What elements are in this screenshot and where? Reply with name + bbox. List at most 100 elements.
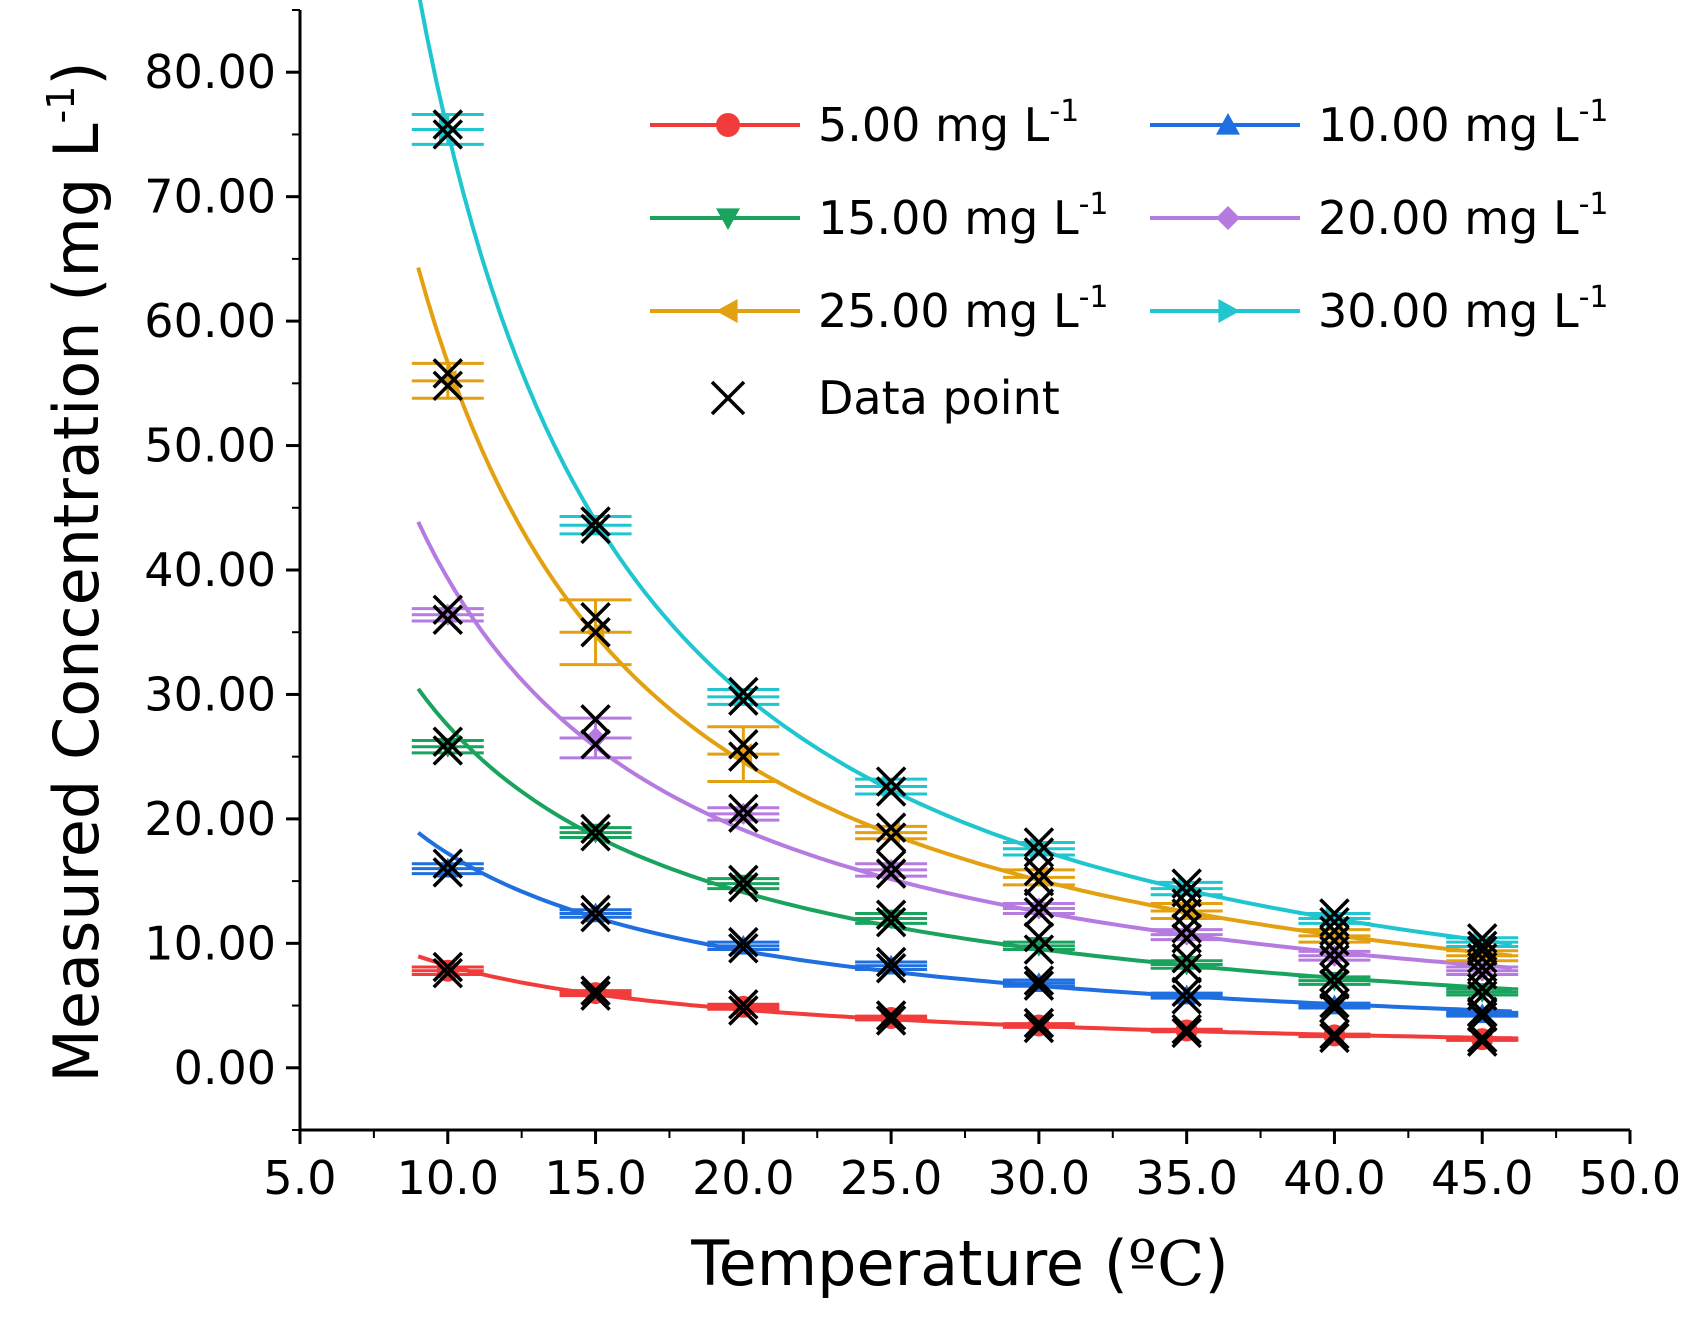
y-tick-label: 20.00 xyxy=(144,792,276,846)
data-point-cross xyxy=(1023,888,1055,919)
series-1-marker xyxy=(880,1007,903,1029)
legend-marker xyxy=(1216,113,1240,135)
data-point-cross xyxy=(875,849,907,881)
data-point-cross xyxy=(432,604,464,636)
data-point-cross xyxy=(728,802,759,833)
legend-item-series-6: 30.00 mg L-1 xyxy=(1150,280,1609,338)
series-1-marker xyxy=(1027,1014,1050,1037)
legend-label: 5.00 mg L-1 xyxy=(818,94,1079,152)
data-point-cross xyxy=(1023,970,1055,1001)
data-point-cross xyxy=(1466,972,1498,1004)
data-point-cross xyxy=(875,952,907,984)
data-point-cross xyxy=(580,704,611,735)
y-tick-label: 80.00 xyxy=(144,45,276,99)
data-point-cross xyxy=(728,933,759,964)
data-point-cross xyxy=(875,1005,907,1036)
data-point-cross xyxy=(1023,1007,1055,1039)
data-point-cross xyxy=(1171,898,1202,929)
data-point-cross xyxy=(728,676,759,708)
series-1-marker xyxy=(436,959,459,982)
data-point-cross xyxy=(1466,923,1498,954)
data-point-cross xyxy=(1466,1026,1498,1057)
data-point-cross xyxy=(580,602,611,633)
data-point-cross xyxy=(1171,923,1202,954)
data-point-cross xyxy=(728,872,759,903)
data-point-cross xyxy=(1319,906,1350,938)
data-point-cross xyxy=(580,513,611,545)
data-point-cross xyxy=(580,616,611,648)
series-1-marker xyxy=(732,995,755,1018)
data-point-cross xyxy=(580,975,611,1006)
data-point-cross xyxy=(432,726,464,757)
y-tick-label: 10.00 xyxy=(144,916,276,970)
series-4-marker xyxy=(880,858,903,881)
y-tick-label: 70.00 xyxy=(144,170,276,224)
data-point-cross xyxy=(1319,1018,1350,1050)
x-tick-label: 5.0 xyxy=(263,1151,336,1205)
data-point-cross xyxy=(1171,877,1202,908)
data-point-cross xyxy=(1023,827,1055,858)
legend-item-series-4: 20.00 mg L-1 xyxy=(1150,187,1609,245)
legend-label: 10.00 mg L-1 xyxy=(1318,94,1609,152)
data-point-cross xyxy=(432,594,464,626)
data-point-cross xyxy=(432,951,464,983)
legend-item-series-2: 10.00 mg L-1 xyxy=(1150,94,1609,152)
legend-item-series-1: 5.00 mg L-1 xyxy=(650,94,1079,152)
data-point-cross xyxy=(1466,935,1498,967)
data-point-cross xyxy=(580,728,611,760)
fit-curves xyxy=(416,0,1513,1041)
data-point-cross xyxy=(1466,951,1498,983)
data-point-cross xyxy=(875,776,907,807)
data-point-cross xyxy=(1319,1022,1350,1054)
data-point-cross xyxy=(1466,980,1498,1011)
data-point-cross xyxy=(580,901,611,933)
series-4-marker xyxy=(436,603,459,626)
data-point-cross xyxy=(1466,1001,1498,1032)
data-point-cross xyxy=(728,995,759,1026)
x-axis-title: Temperature (ºC) xyxy=(690,1227,1228,1300)
legend-marker xyxy=(1216,206,1240,230)
data-point-cross xyxy=(875,899,907,930)
legend-item-series-3: 15.00 mg L-1 xyxy=(650,187,1109,245)
legend: 5.00 mg L-1 10.00 mg L-1 15.00 mg L-1 20.00… xyxy=(650,94,1609,425)
data-point-cross xyxy=(875,906,907,938)
data-point-cross xyxy=(1023,965,1055,996)
x-tick-label: 40.0 xyxy=(1283,1151,1385,1205)
data-point-cross xyxy=(432,109,464,140)
data-point-cross xyxy=(1171,984,1202,1015)
y-axis-title: Measured Concentration (mg L-1) xyxy=(39,61,113,1082)
data-point-cross xyxy=(1466,1022,1498,1054)
series-4-marker xyxy=(732,802,755,825)
data-point-cross xyxy=(1023,1012,1055,1044)
y-tick-label: 40.00 xyxy=(144,543,276,597)
data-points xyxy=(432,109,1498,1057)
legend-marker xyxy=(716,208,740,230)
x-tick-label: 30.0 xyxy=(988,1151,1090,1205)
data-point-cross xyxy=(1466,930,1498,962)
x-tick-label: 10.0 xyxy=(397,1151,499,1205)
data-point-cross xyxy=(1466,996,1498,1028)
data-point-cross xyxy=(1171,913,1202,944)
data-point-cross xyxy=(728,926,759,958)
data-point-cross xyxy=(580,821,611,852)
legend-item-series-5: 25.00 mg L-1 xyxy=(650,280,1109,338)
data-point-cross xyxy=(432,957,464,989)
x-tick-label: 25.0 xyxy=(840,1151,942,1205)
legend-cross xyxy=(710,380,746,416)
error-bars xyxy=(411,113,1519,1042)
data-point-cross xyxy=(1171,1017,1202,1049)
data-point-cross xyxy=(580,980,611,1011)
legend-label: Data point xyxy=(818,371,1060,425)
data-point-cross xyxy=(1171,952,1202,984)
data-point-cross xyxy=(728,728,759,760)
series-4-marker xyxy=(1175,923,1198,946)
data-point-cross xyxy=(728,741,759,772)
data-point-cross xyxy=(580,506,611,537)
data-point-cross xyxy=(432,119,464,150)
y-tick-label: 60.00 xyxy=(144,294,276,348)
data-point-cross xyxy=(1171,1013,1202,1045)
series-6-marker xyxy=(438,118,459,141)
legend-marker xyxy=(716,299,738,323)
data-point-cross xyxy=(875,858,907,889)
data-point-cross xyxy=(1319,992,1350,1024)
